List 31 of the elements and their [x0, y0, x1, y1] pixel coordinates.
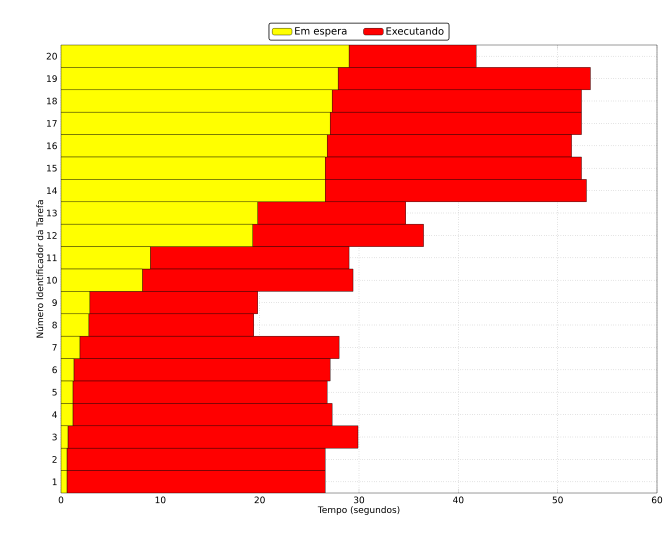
x-tick-label: 0 — [58, 496, 64, 504]
y-tick-label: 15 — [47, 164, 57, 172]
y-tick-label: 8 — [52, 322, 57, 328]
x-tick-label: 30 — [354, 496, 364, 504]
x-tick-label: 10 — [156, 496, 166, 504]
y-tick-label: 18 — [47, 98, 57, 104]
y-tick-label: 7 — [52, 344, 57, 351]
y-tick-label: 10 — [47, 276, 57, 284]
y-tick-label: 6 — [52, 366, 57, 374]
y-tick-label: 12 — [47, 232, 57, 239]
y-tick-label: 1 — [52, 478, 57, 486]
x-axis-title: Tempo (segundos) — [318, 506, 400, 515]
y-tick-label: 11 — [47, 254, 57, 262]
legend-label: Executando — [386, 27, 444, 35]
x-tick-label: 40 — [453, 496, 464, 504]
x-tick-label: 50 — [552, 496, 563, 504]
y-tick-label: 19 — [47, 75, 57, 82]
legend-label: Em espera — [295, 27, 346, 37]
x-tick-label: 60 — [652, 496, 662, 504]
y-tick-label: 3 — [52, 434, 57, 440]
x-tick-label: 20 — [254, 496, 265, 504]
y-tick-label: 17 — [47, 120, 57, 127]
y-tick-label: 4 — [52, 411, 57, 418]
y-tick-label: 2 — [52, 456, 57, 463]
y-tick-label: 20 — [46, 52, 57, 60]
y-axis-title: Número Identificador da Tarefa — [36, 200, 44, 338]
y-tick-label: 14 — [47, 187, 57, 194]
y-tick-label: 5 — [52, 388, 57, 396]
y-tick-label: 9 — [52, 299, 57, 306]
y-tick-label: 13 — [47, 210, 57, 216]
y-tick-label: 16 — [47, 142, 57, 150]
